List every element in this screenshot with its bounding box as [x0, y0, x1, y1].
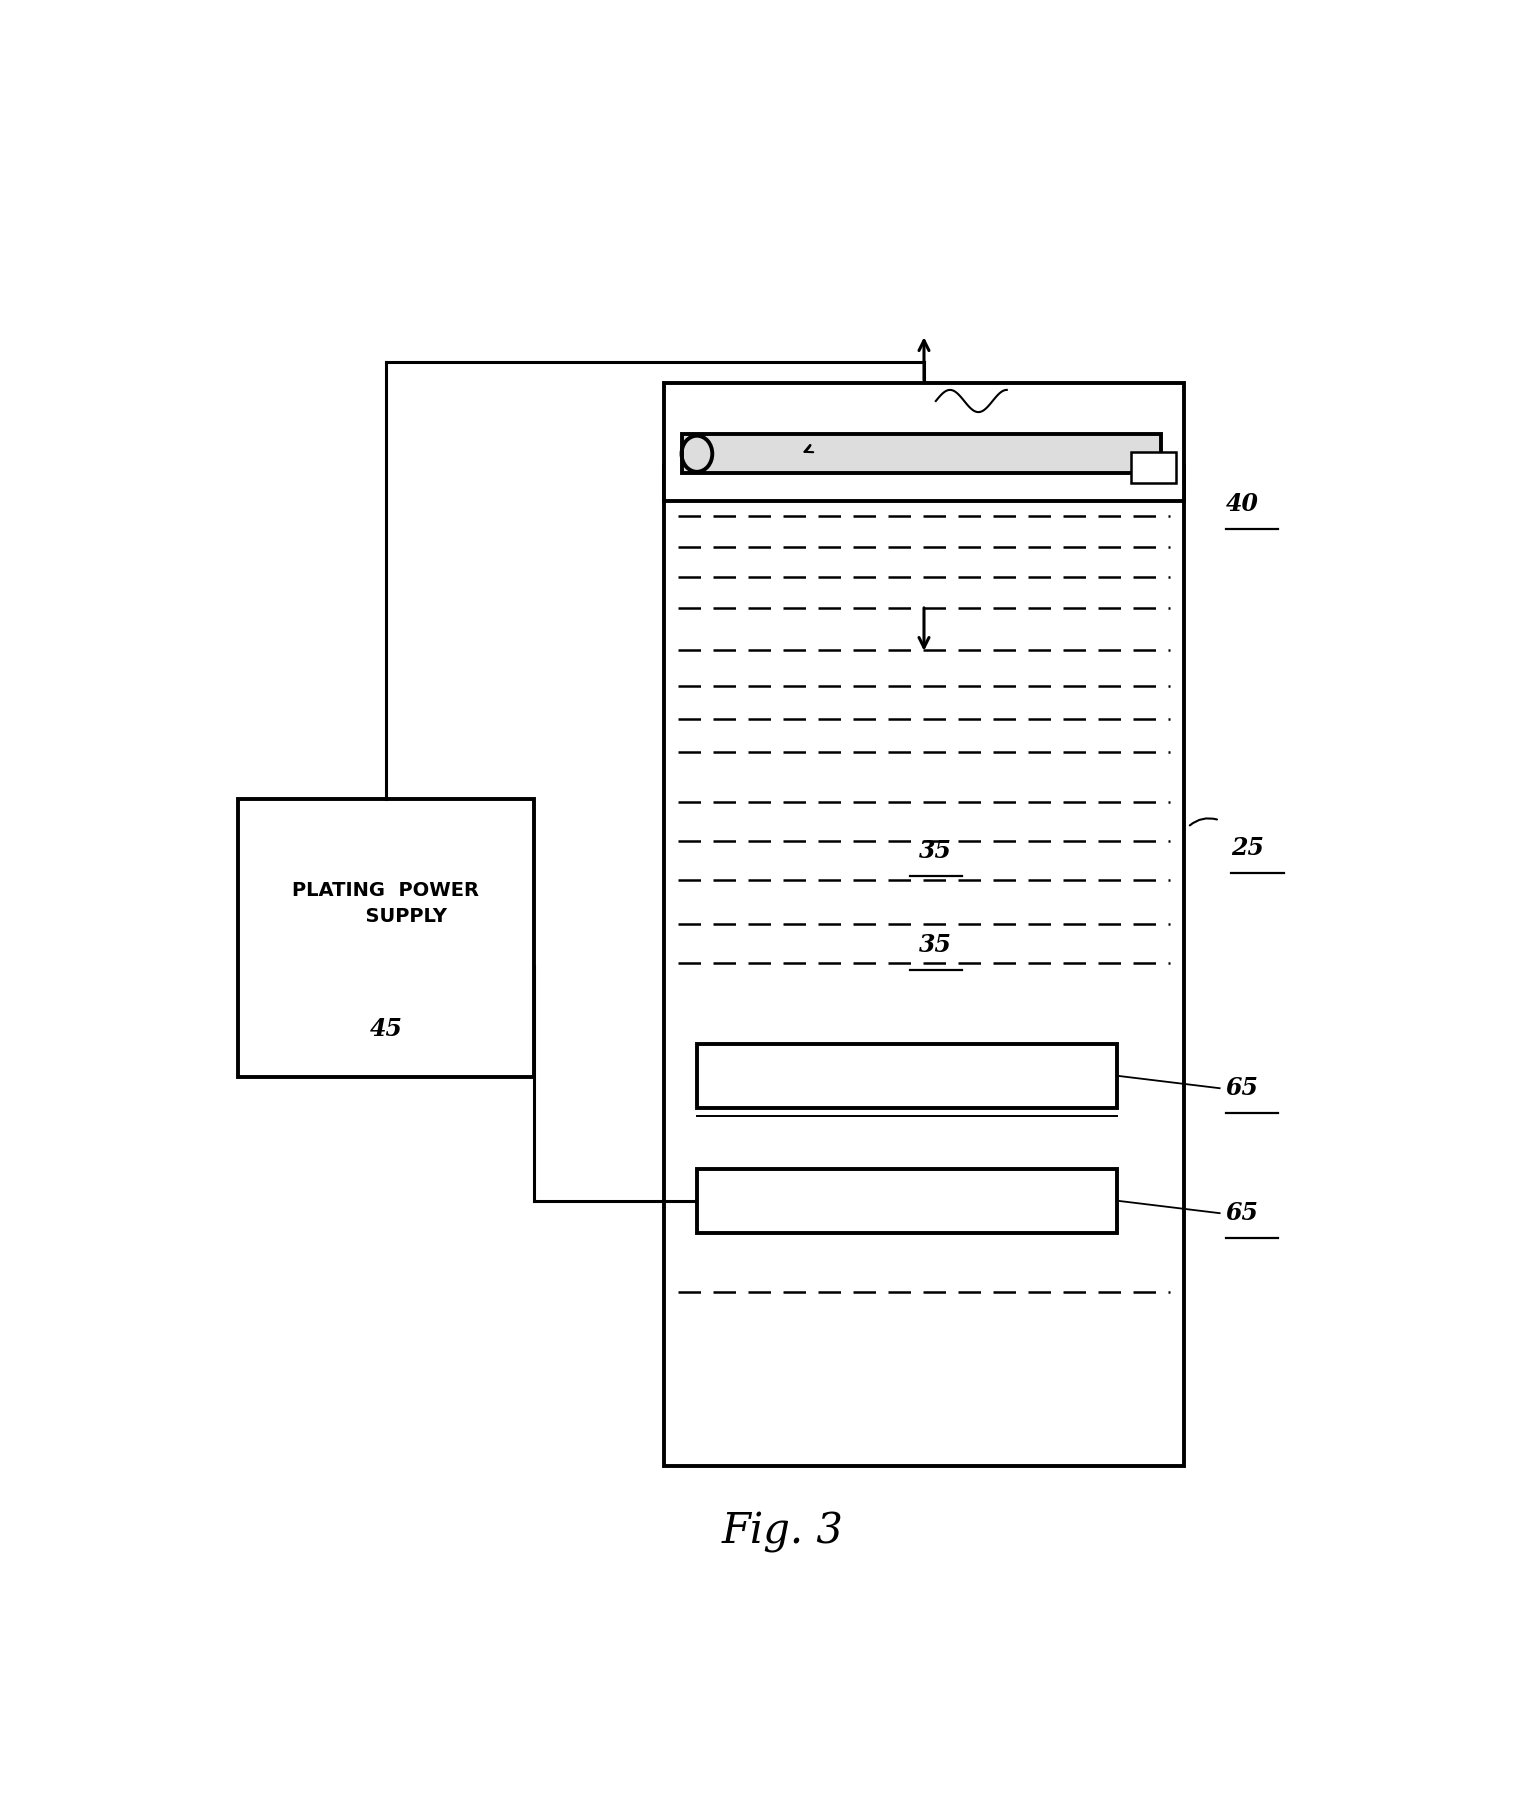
Text: 30: 30 — [783, 402, 816, 427]
Text: 25: 25 — [1231, 837, 1265, 860]
Text: 40: 40 — [1225, 492, 1259, 516]
Text: 65: 65 — [1225, 1076, 1259, 1100]
Text: 55: 55 — [919, 1062, 952, 1087]
Text: 65: 65 — [1225, 1201, 1259, 1226]
Text: 60: 60 — [955, 451, 987, 476]
Bar — [664, 382, 1184, 501]
Text: Fig. 3: Fig. 3 — [722, 1511, 842, 1554]
Text: 35: 35 — [919, 934, 952, 957]
Bar — [664, 467, 1184, 1466]
Bar — [682, 435, 1161, 472]
Bar — [238, 799, 534, 1076]
Text: 50: 50 — [919, 1188, 952, 1212]
Bar — [697, 1168, 1117, 1233]
Bar — [697, 1044, 1117, 1107]
Text: 45: 45 — [369, 1017, 403, 1040]
Text: PLATING  POWER
      SUPPLY: PLATING POWER SUPPLY — [293, 882, 479, 927]
Text: 35: 35 — [919, 838, 952, 864]
Bar — [1131, 453, 1177, 483]
